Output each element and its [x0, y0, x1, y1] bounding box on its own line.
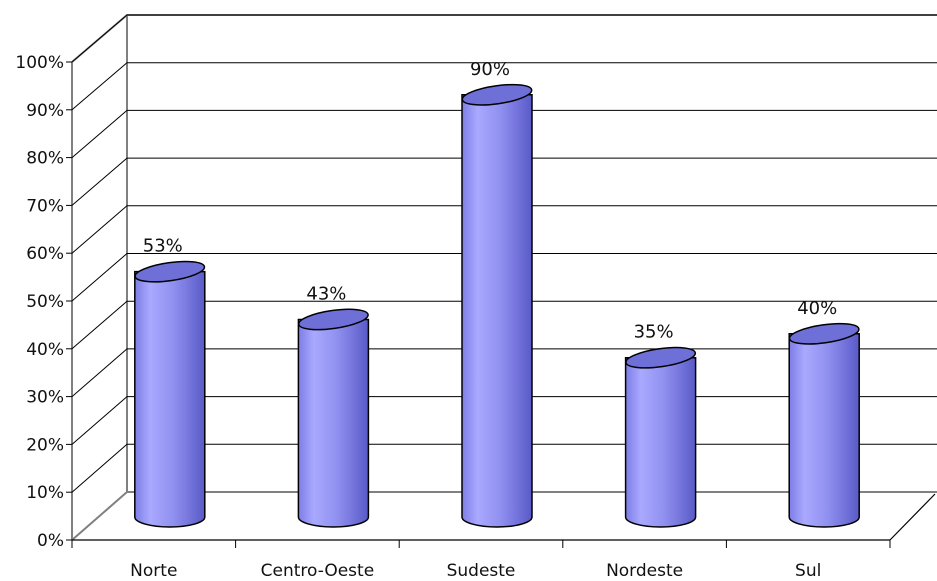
x-axis — [71, 539, 891, 548]
back-wall-top-edge — [71, 14, 937, 63]
y-tick-label: 40% — [26, 340, 64, 360]
y-tick-label: 10% — [26, 483, 64, 503]
y-tick-label: 30% — [26, 388, 64, 408]
category-label: Centro-Oeste — [261, 561, 375, 581]
bar-body — [297, 318, 370, 528]
gridline — [71, 205, 937, 254]
bar-centro-oeste — [297, 308, 370, 528]
bar-body — [134, 270, 206, 528]
value-label: 35% — [634, 322, 674, 343]
y-tick-label: 50% — [26, 292, 64, 312]
value-label: 90% — [470, 59, 510, 80]
floor-right-edge — [889, 493, 936, 541]
bars — [134, 83, 860, 528]
y-axis-ticks: 0% 10% 20% 30% 40% 50% 60% 70% 80% 90% 100% — [15, 53, 72, 551]
bar-body — [624, 356, 697, 528]
category-label: Norte — [130, 561, 177, 581]
category-label: Sudeste — [447, 561, 516, 581]
bar-nordeste — [624, 346, 697, 528]
y-tick-label: 70% — [26, 196, 64, 216]
y-tick-label: 0% — [37, 531, 64, 551]
gridlines — [71, 14, 937, 493]
gridline — [71, 109, 937, 158]
gridline — [71, 14, 937, 63]
category-labels: Norte Centro-Oeste Sudeste Nordeste Sul — [130, 561, 821, 581]
bar-body — [788, 333, 860, 528]
bar-sudeste — [461, 83, 533, 528]
value-label: 53% — [143, 236, 183, 257]
gridline — [71, 253, 937, 302]
value-labels: 53% 43% 90% 35% 40% — [143, 59, 837, 343]
bar-top — [297, 308, 369, 331]
y-tick-label: 60% — [26, 244, 64, 264]
y-tick-label: 20% — [26, 435, 64, 455]
value-label: 43% — [306, 283, 346, 304]
y-tick-label: 80% — [26, 149, 64, 169]
bar-top — [788, 322, 860, 345]
y-tick-label: 90% — [26, 101, 64, 121]
gridline — [71, 300, 937, 350]
bar-top — [625, 346, 697, 369]
gridline — [71, 157, 937, 206]
category-label: Sul — [795, 561, 821, 581]
bar-body — [461, 94, 533, 528]
bar-top — [461, 83, 533, 106]
value-label: 40% — [797, 298, 837, 319]
gridline — [71, 62, 937, 111]
category-label: Nordeste — [606, 561, 683, 581]
bar-top — [134, 260, 206, 283]
y-tick-label: 100% — [15, 53, 64, 73]
bar-sul — [788, 322, 860, 528]
bar-norte — [134, 260, 206, 528]
